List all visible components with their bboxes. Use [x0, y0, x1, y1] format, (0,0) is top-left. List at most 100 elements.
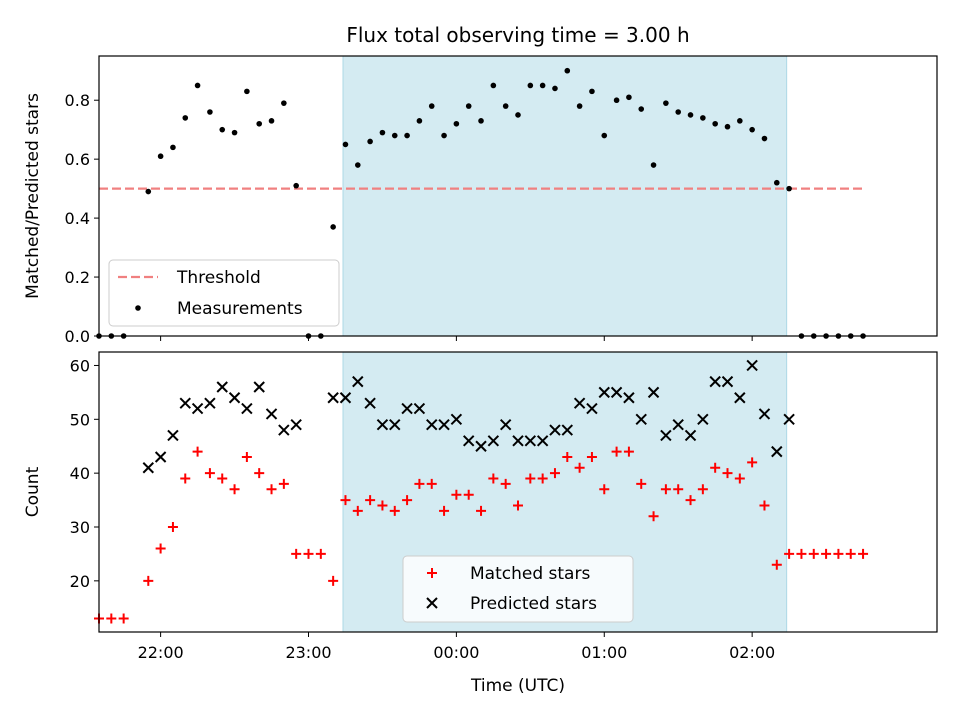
measurement-point — [724, 123, 731, 130]
matched-star-point — [143, 575, 154, 586]
matched-star-point — [808, 548, 819, 559]
matched-star-point — [155, 543, 166, 554]
predicted-star-point — [586, 402, 598, 415]
predicted-star-point — [389, 418, 401, 431]
predicted-star-point — [487, 435, 500, 447]
legend-threshold-label: Threshold — [176, 268, 261, 288]
matched-star-point — [500, 478, 511, 489]
predicted-star-point — [438, 418, 450, 431]
predicted-star-point — [561, 424, 574, 436]
measurement-point — [663, 100, 669, 106]
measurement-point — [404, 132, 410, 139]
measurement-point — [219, 126, 226, 133]
matched-star-point — [278, 478, 289, 489]
matched-star-point — [377, 500, 388, 511]
measurement-point — [231, 129, 238, 136]
predicted-star-point — [191, 402, 204, 415]
predicted-star-point — [204, 397, 216, 409]
matched-star-point — [833, 548, 844, 559]
matched-star-point — [241, 452, 252, 462]
matched-star-point — [648, 511, 659, 522]
y-tick-label: 60 — [70, 356, 90, 375]
matched-star-point — [685, 495, 696, 506]
matched-star-point — [858, 548, 869, 559]
matched-star-point — [673, 484, 684, 495]
predicted-star-point — [610, 386, 623, 399]
predicted-star-point — [536, 435, 549, 447]
y-tick-label: 0.0 — [65, 327, 90, 346]
predicted-star-point — [524, 435, 537, 447]
y-tick-label: 0.6 — [65, 150, 90, 169]
measurement-point — [564, 67, 571, 74]
predicted-star-point — [253, 381, 265, 393]
matched-star-point — [303, 548, 314, 559]
y-tick-label: 50 — [70, 410, 90, 429]
axes-frame — [98, 55, 938, 337]
bottom-panel: 20 30 40 50 60 22:00 23:00 00:00 01:00 02:00 Count… — [23, 351, 938, 696]
y-axis-label: Matched/Predicted stars — [23, 93, 43, 299]
measurement-point — [244, 88, 250, 95]
matched-star-point — [784, 548, 795, 559]
predicted-star-point — [684, 429, 697, 442]
measurement-point — [552, 85, 558, 92]
predicted-star-point — [721, 375, 734, 388]
matched-star-point — [389, 505, 400, 516]
x-tick-label: 01:00 — [581, 643, 627, 662]
top-panel: 0.0 0.2 0.4 0.6 0.8 Matched/Predicted stars Th… — [23, 55, 938, 346]
observing-span — [342, 55, 788, 337]
matched-star-point — [586, 452, 597, 462]
legend-bottom: Matched stars Predicted stars — [402, 555, 634, 623]
predicted-star-point — [364, 397, 376, 409]
matched-star-point — [365, 495, 376, 506]
matched-star-point — [722, 468, 733, 479]
matched-star-point — [525, 473, 536, 484]
predicted-star-point — [401, 402, 413, 415]
predicted-star-point — [660, 429, 672, 442]
x-tick-label: 02:00 — [729, 643, 775, 662]
matched-star-point — [697, 484, 708, 495]
predicted-star-point — [672, 418, 684, 431]
measurement-point — [194, 82, 201, 89]
measurement-point — [539, 82, 546, 89]
predicted-star-point — [709, 375, 721, 388]
matched-star-point — [759, 500, 770, 511]
measurement-point — [428, 103, 435, 109]
predicted-star-point — [598, 386, 610, 399]
matched-star-point — [476, 505, 487, 516]
matched-star-point — [623, 446, 634, 457]
measurement-point — [268, 118, 275, 124]
measurement-point — [601, 132, 608, 139]
y-tick-label: 20 — [70, 572, 90, 591]
predicted-star-point — [512, 435, 524, 447]
predicted-star-point — [376, 418, 389, 431]
predicted-star-point — [216, 381, 228, 393]
matched-star-point — [821, 548, 832, 559]
predicted-star-point — [499, 418, 512, 431]
matched-star-point — [660, 484, 671, 495]
y-tick-label: 0.4 — [65, 209, 90, 228]
legend-top: Threshold Measurements — [108, 259, 340, 327]
matched-star-point — [266, 484, 277, 495]
matched-star-point — [771, 559, 782, 570]
y-tick-label: 30 — [70, 518, 90, 537]
predicted-star-point — [278, 424, 290, 436]
matched-star-point — [340, 495, 351, 506]
measurement-point — [281, 100, 287, 106]
matched-star-point — [106, 613, 117, 624]
measurement-point — [761, 135, 768, 142]
predicted-star-point — [339, 392, 352, 404]
measurement-point — [342, 141, 349, 148]
predicted-star-point — [573, 397, 586, 409]
matched-star-point — [734, 473, 745, 484]
measurement-point — [256, 120, 263, 127]
matched-star-point — [217, 473, 228, 484]
measurement-point — [638, 106, 645, 112]
matched-star-point — [599, 484, 610, 495]
matched-star-point — [488, 473, 499, 484]
legend-matched-swatch — [427, 568, 437, 578]
legend-measurements-label: Measurements — [177, 299, 303, 319]
measurement-point — [441, 132, 447, 139]
measurement-point — [786, 185, 792, 192]
matched-star-point — [180, 473, 191, 484]
y-tick-label: 40 — [70, 464, 90, 483]
